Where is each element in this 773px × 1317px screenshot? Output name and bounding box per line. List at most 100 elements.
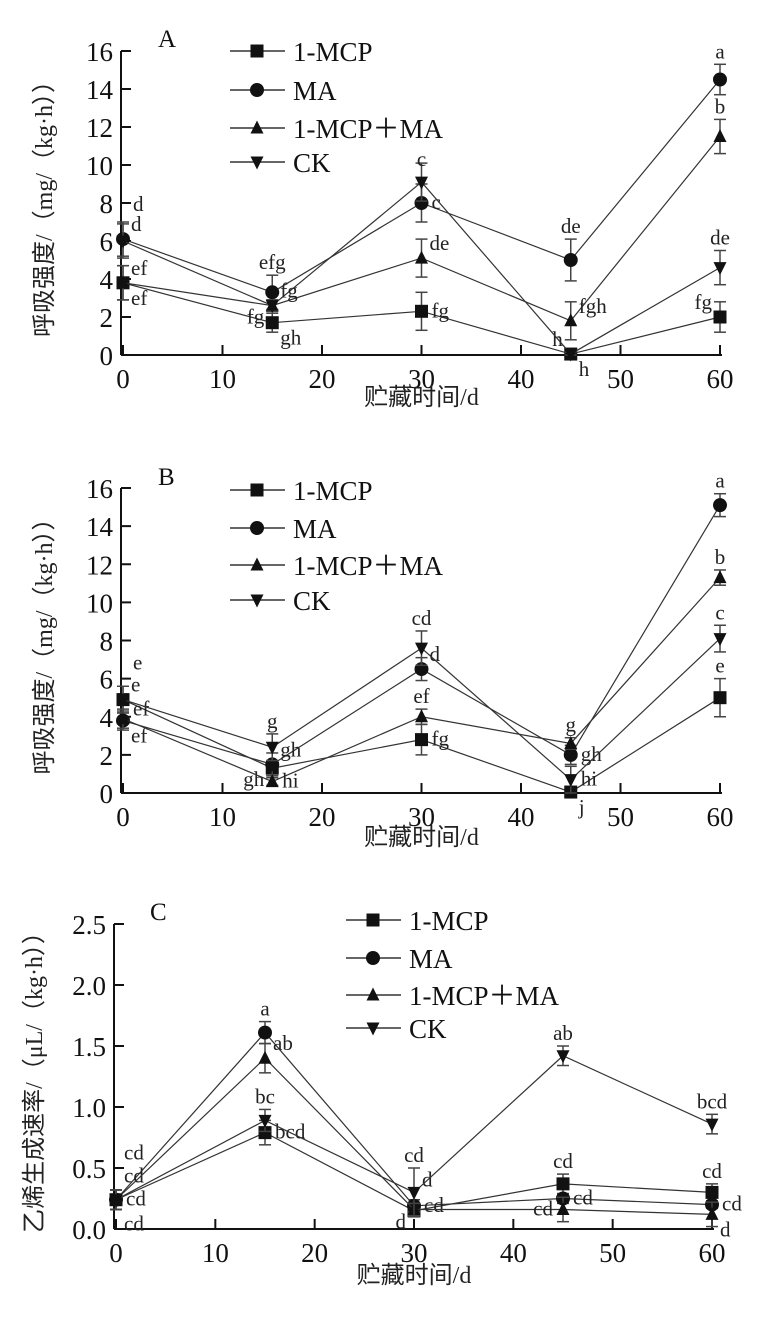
series-2: ef fg de fgh b: [116, 94, 727, 341]
legend-label: 1-MCP＋MA: [293, 114, 444, 144]
x-tick-label: 50: [607, 802, 634, 832]
data-point: [713, 72, 727, 87]
panel-label: A: [158, 26, 176, 53]
significance-label: cd: [424, 1193, 444, 1217]
significance-label: ab: [273, 1031, 293, 1055]
significance-label: d: [396, 1210, 407, 1234]
legend-marker: [250, 483, 264, 497]
data-point: [713, 691, 727, 705]
legend-marker: [250, 557, 264, 571]
significance-label: a: [260, 997, 270, 1021]
y-tick-label: 0.5: [72, 1154, 106, 1184]
significance-label: c: [715, 600, 724, 624]
y-tick-label: 14: [86, 75, 114, 105]
x-tick-label: 50: [607, 364, 634, 394]
series-3: cd bc cd ab bcd: [109, 1021, 728, 1218]
significance-label: d: [430, 642, 441, 666]
significance-label: g: [267, 709, 278, 733]
significance-label: e: [715, 654, 724, 678]
data-point: [415, 709, 428, 723]
significance-label: b: [715, 545, 726, 569]
significance-label: d: [133, 192, 144, 216]
x-tick-label: 20: [309, 802, 336, 832]
significance-label: cd: [404, 1143, 424, 1167]
significance-label: fgh: [579, 294, 607, 318]
data-point: [415, 250, 428, 264]
significance-label: c: [432, 190, 441, 214]
data-point: [705, 1185, 719, 1199]
x-tick-label: 10: [202, 1238, 229, 1268]
x-tick-label: 60: [699, 1238, 726, 1268]
y-tick-label: 16: [86, 37, 113, 67]
x-tick-label: 10: [209, 802, 236, 832]
significance-label: efg: [259, 250, 286, 274]
x-tick-label: 60: [707, 364, 734, 394]
legend-marker: [250, 521, 264, 535]
data-point: [713, 570, 727, 584]
significance-label: cd: [412, 606, 432, 630]
data-point: [713, 129, 727, 142]
legend-marker: [250, 44, 264, 58]
x-tick-label: 30: [408, 802, 435, 832]
significance-label: gh: [581, 742, 603, 766]
significance-label: hi: [581, 767, 598, 791]
y-tick-label: 2: [100, 303, 114, 333]
data-point: [705, 1206, 719, 1220]
data-point: [265, 741, 279, 755]
significance-label: g: [566, 713, 577, 737]
y-tick-label: 1.5: [72, 1032, 106, 1062]
x-tick-label: 0: [116, 802, 130, 832]
y-tick-label: 8: [100, 189, 114, 219]
significance-label: fg: [432, 298, 450, 322]
significance-label: ab: [553, 1021, 573, 1045]
legend-label: MA: [293, 76, 337, 106]
y-tick-label: 4: [100, 265, 114, 295]
significance-label: ef: [131, 286, 147, 310]
legend-label: MA: [293, 514, 337, 544]
significance-label: cd: [573, 1186, 593, 1210]
data-point: [265, 300, 279, 314]
data-point: [116, 235, 130, 249]
significance-label: cd: [126, 1187, 146, 1211]
data-point: [563, 747, 578, 762]
y-tick-label: 6: [100, 227, 114, 257]
y-axis-label: 乙烯生成速率/（μL/（kg·h））: [21, 920, 48, 1233]
significance-label: fg: [432, 727, 450, 751]
significance-label: de: [710, 226, 730, 250]
panel-A: 0 10 20 30 40 50 60 0 2 4 6 8 10 12 14 16 A 贮藏时间/d 呼吸强度/（m…: [31, 26, 734, 411]
y-tick-label: 0.0: [72, 1215, 106, 1245]
x-tick-label: 20: [309, 364, 336, 394]
significance-label: fg: [695, 290, 713, 314]
x-axis-label: 贮藏时间/d: [364, 384, 479, 411]
data-point: [258, 1114, 272, 1128]
y-axis-label: 呼吸强度/（mg/（kg·h））: [31, 507, 58, 775]
data-point: [556, 1201, 570, 1215]
x-tick-label: 40: [508, 802, 535, 832]
significance-label: fg: [280, 279, 298, 303]
y-tick-label: 12: [86, 113, 113, 143]
significance-label: hi: [282, 769, 299, 793]
x-tick-label: 60: [707, 802, 734, 832]
data-point: [116, 711, 130, 725]
panel-B: 0 10 20 30 40 50 60 0 2 4 6 8 10 12 14 16 B 贮藏时间/d 呼吸强度/（m…: [31, 464, 734, 851]
significance-label: cd: [124, 1141, 144, 1165]
significance-label: de: [430, 231, 450, 255]
significance-label: gh: [280, 326, 302, 350]
data-point: [564, 735, 578, 749]
legend-label: CK: [293, 586, 331, 616]
legend-label: CK: [293, 148, 331, 178]
significance-label: cd: [702, 1159, 722, 1183]
x-tick-label: 50: [599, 1238, 626, 1268]
y-axis-label: 呼吸强度/（mg/（kg·h））: [31, 69, 58, 337]
data-point: [564, 348, 578, 362]
significance-label: bcd: [275, 1120, 306, 1144]
significance-label: cd: [553, 1149, 573, 1173]
data-point: [415, 642, 428, 656]
significance-label: a: [715, 39, 725, 63]
y-tick-label: 8: [100, 627, 114, 657]
significance-label: de: [561, 214, 581, 238]
legend-label: MA: [409, 944, 453, 974]
data-point: [713, 310, 727, 324]
